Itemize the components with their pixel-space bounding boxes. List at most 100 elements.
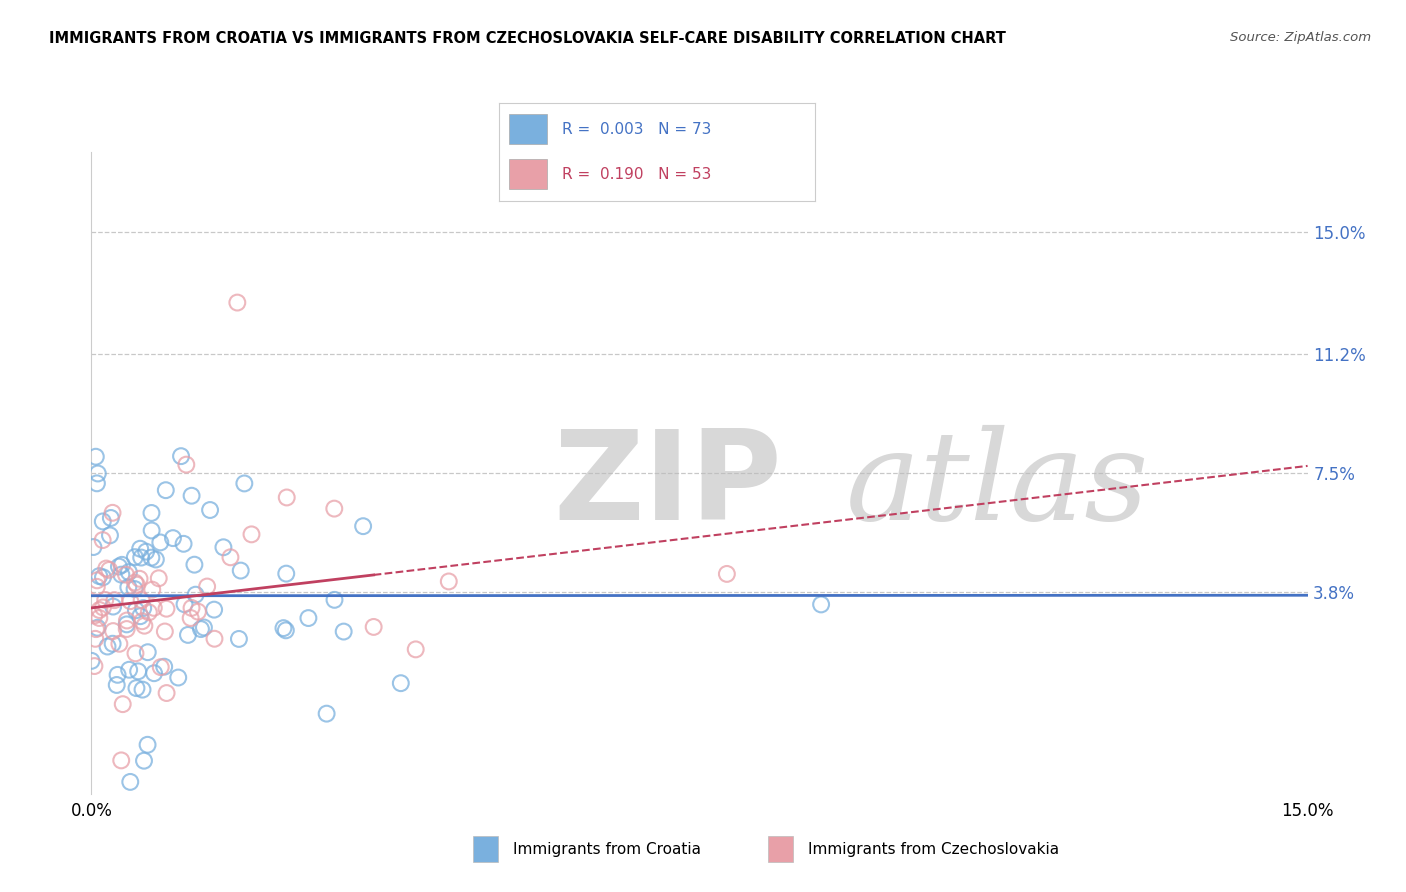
Point (84, 622, 107, 636)
Point (107, 668, 129, 682)
Point (177, 628, 200, 642)
Text: IMMIGRANTS FROM CROATIA VS IMMIGRANTS FROM CZECHOSLOVAKIA SELF-CARE DISABILITY C: IMMIGRANTS FROM CROATIA VS IMMIGRANTS FR… (49, 31, 1007, 46)
Point (135, 544, 157, 558)
Point (219, 550, 242, 565)
Point (323, 592, 346, 607)
Point (136, 645, 159, 659)
Point (132, 601, 155, 615)
Point (124, 550, 146, 565)
Text: Immigrants from Czechoslovakia: Immigrants from Czechoslovakia (808, 842, 1060, 856)
Point (131, 593, 153, 607)
Point (437, 574, 460, 589)
Point (134, 618, 156, 632)
Point (148, 571, 170, 585)
Text: R =  0.003   N = 73: R = 0.003 N = 73 (562, 121, 711, 136)
Text: Source: ZipAtlas.com: Source: ZipAtlas.com (1230, 31, 1371, 45)
Point (89, 569, 111, 583)
Text: R =  0.190   N = 53: R = 0.190 N = 53 (562, 167, 711, 182)
Bar (509, 114, 547, 144)
Point (117, 580, 139, 594)
Point (108, 637, 131, 651)
Point (141, 582, 163, 597)
Point (96, 561, 118, 575)
Point (86, 580, 108, 594)
Point (141, 506, 163, 520)
Point (101, 637, 124, 651)
Point (110, 753, 132, 767)
Point (183, 558, 205, 572)
Point (155, 686, 177, 700)
Point (184, 588, 207, 602)
Point (180, 611, 202, 625)
Point (141, 524, 163, 538)
Point (101, 599, 124, 614)
Point (198, 503, 221, 517)
Point (91, 533, 114, 547)
Point (233, 476, 256, 491)
Point (132, 754, 155, 768)
Point (170, 449, 193, 463)
Point (96, 640, 118, 654)
Point (274, 624, 297, 638)
Text: atlas: atlas (845, 425, 1149, 547)
Point (101, 624, 124, 638)
Point (84, 450, 107, 464)
Point (332, 624, 354, 639)
Point (98, 563, 121, 577)
Point (180, 489, 202, 503)
Point (352, 519, 374, 533)
Text: Immigrants from Croatia: Immigrants from Croatia (513, 842, 702, 856)
Point (120, 594, 142, 608)
Point (176, 458, 198, 472)
Point (115, 567, 138, 582)
Point (276, 491, 298, 505)
Point (110, 567, 132, 582)
Point (127, 665, 149, 679)
Point (120, 775, 142, 789)
Point (180, 601, 202, 615)
Point (153, 659, 176, 673)
Point (297, 611, 319, 625)
Point (195, 580, 218, 594)
Point (276, 566, 298, 581)
Point (118, 663, 141, 677)
Point (115, 614, 138, 628)
Point (716, 566, 738, 581)
Point (142, 600, 165, 615)
Point (315, 706, 337, 721)
Point (124, 575, 146, 590)
Point (810, 598, 832, 612)
Point (83, 608, 105, 623)
Point (153, 624, 176, 639)
Point (125, 603, 148, 617)
Point (389, 676, 412, 690)
Point (129, 550, 152, 565)
Point (94, 593, 117, 607)
Point (226, 295, 249, 310)
Point (98, 528, 121, 542)
Point (125, 681, 148, 695)
Point (155, 601, 177, 615)
Point (129, 541, 152, 556)
Point (141, 550, 163, 565)
Point (155, 483, 177, 498)
Point (84, 632, 107, 646)
Point (91, 515, 114, 529)
Point (111, 697, 134, 711)
Point (118, 565, 141, 579)
Point (87, 467, 110, 481)
Point (202, 602, 225, 616)
Point (89, 611, 111, 625)
Point (83, 659, 105, 673)
Point (91, 600, 114, 615)
Point (405, 642, 427, 657)
Point (145, 552, 167, 566)
Point (323, 501, 346, 516)
Point (105, 678, 128, 692)
Point (136, 738, 159, 752)
Point (89, 603, 111, 617)
Point (273, 621, 295, 635)
Point (149, 535, 172, 549)
Point (103, 593, 125, 607)
Point (167, 671, 190, 685)
